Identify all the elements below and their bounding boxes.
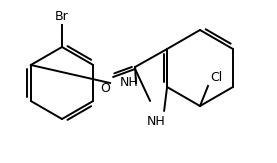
Text: Br: Br xyxy=(55,10,69,23)
Text: NH: NH xyxy=(147,115,165,128)
Text: O: O xyxy=(100,82,110,95)
Text: Cl: Cl xyxy=(210,71,222,84)
Text: NH: NH xyxy=(120,76,139,89)
